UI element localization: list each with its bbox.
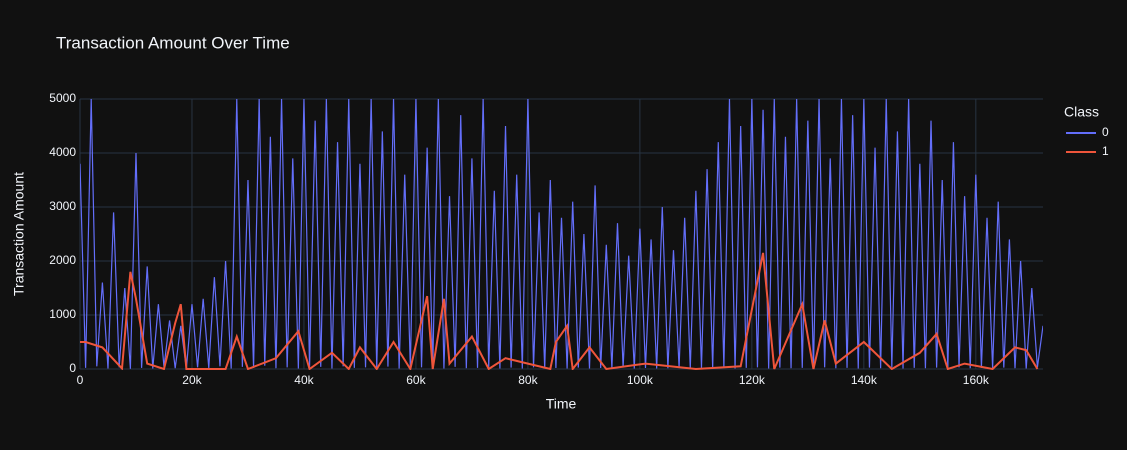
y-tick-label: 3000: [49, 199, 76, 213]
series-line: [80, 252, 1039, 370]
x-tick-label: 80k: [518, 373, 538, 387]
x-tick-label: 120k: [739, 373, 766, 387]
legend-title: Class: [1064, 104, 1099, 120]
x-tick-label: 20k: [182, 373, 202, 387]
x-tick-label: 60k: [406, 373, 426, 387]
x-tick-label: 160k: [963, 373, 990, 387]
y-tick-label: 1000: [49, 307, 76, 321]
y-tick-label: 5000: [49, 91, 76, 105]
series-line: [80, 99, 1043, 369]
y-tick-label: 2000: [49, 253, 76, 267]
x-axis-label: Time: [546, 396, 577, 412]
y-tick-label: 4000: [49, 145, 76, 159]
x-tick-label: 0: [77, 373, 84, 387]
x-tick-label: 100k: [627, 373, 654, 387]
plot-area: [80, 99, 1043, 370]
y-axis-label: Transaction Amount: [11, 172, 27, 296]
x-tick-label: 140k: [851, 373, 878, 387]
legend-label: 0: [1102, 125, 1109, 139]
x-tick-label: 40k: [294, 373, 314, 387]
y-tick-label: 0: [69, 361, 76, 375]
legend-label: 1: [1102, 144, 1109, 158]
chart-title: Transaction Amount Over Time: [56, 33, 290, 52]
